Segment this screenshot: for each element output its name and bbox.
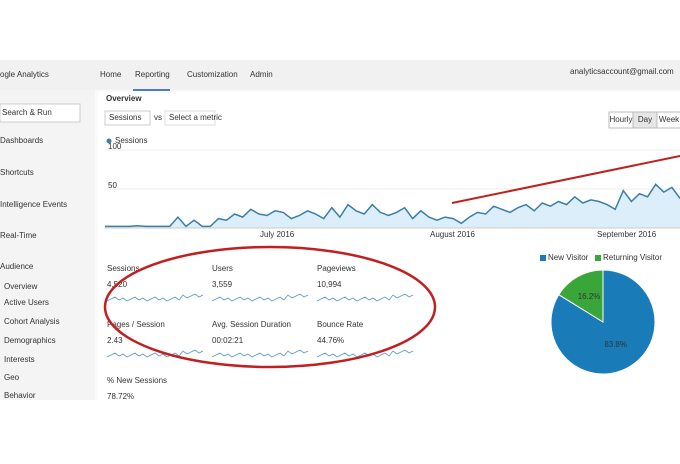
legend-label: New Visitor bbox=[548, 253, 589, 262]
metric-value: 00:02:21 bbox=[212, 336, 244, 345]
metric-label: Pageviews bbox=[317, 264, 356, 273]
search-box[interactable] bbox=[0, 103, 81, 123]
pie-label: 83.8% bbox=[604, 340, 627, 349]
sidebar-item[interactable]: Interests bbox=[4, 355, 35, 364]
search-text: Search & Run bbox=[2, 108, 52, 117]
sidebar-item[interactable]: Behavior bbox=[4, 391, 36, 400]
sessions-line bbox=[105, 183, 680, 228]
sidebar-item[interactable]: Real-Time bbox=[0, 231, 37, 240]
annotation-ellipse bbox=[103, 245, 437, 369]
legend-swatch bbox=[540, 255, 546, 261]
sparkline bbox=[211, 293, 309, 302]
metric-value: 78.72% bbox=[107, 392, 134, 401]
sparkline bbox=[316, 293, 414, 302]
metric-label: % New Sessions bbox=[107, 376, 167, 385]
annotation-line bbox=[451, 155, 680, 204]
metric-select[interactable] bbox=[104, 110, 151, 126]
nav-item[interactable]: Reporting bbox=[135, 70, 170, 79]
sidebar-item[interactable]: Active Users bbox=[4, 298, 49, 307]
sidebar-item[interactable]: Shortcuts bbox=[0, 168, 34, 177]
sparkline bbox=[106, 349, 204, 358]
metric-label: Avg. Session Duration bbox=[212, 320, 291, 329]
pie-label: 16.2% bbox=[578, 292, 601, 301]
sidebar-item[interactable]: Audience bbox=[0, 262, 34, 271]
period-button-label: Week bbox=[659, 115, 680, 124]
metric-value: 10,994 bbox=[317, 280, 342, 289]
compare-select[interactable] bbox=[164, 110, 216, 126]
y-tick-label: 50 bbox=[108, 181, 117, 190]
sidebar-item[interactable]: Dashboards bbox=[0, 136, 43, 145]
legend-label: Sessions bbox=[115, 136, 147, 145]
sparkline bbox=[316, 349, 414, 358]
sidebar bbox=[0, 90, 95, 400]
sidebar-item[interactable]: Geo bbox=[4, 373, 20, 382]
pie-slice bbox=[550, 269, 656, 375]
metric-value: 3,559 bbox=[212, 280, 233, 289]
metric-label: Bounce Rate bbox=[317, 320, 364, 329]
legend-label: Returning Visitor bbox=[603, 253, 662, 262]
account: analyticsaccount@gmail.com bbox=[570, 67, 674, 76]
period-button-label: Day bbox=[638, 115, 652, 124]
vs-text: vs bbox=[154, 113, 162, 122]
period-button[interactable] bbox=[656, 111, 680, 129]
legend-swatch bbox=[595, 255, 601, 261]
sidebar-item[interactable]: Cohort Analysis bbox=[4, 317, 60, 326]
x-tick-label: September 2016 bbox=[597, 230, 657, 239]
sidebar-item[interactable]: Overview bbox=[4, 282, 38, 291]
metric-select-text: Sessions bbox=[109, 113, 141, 122]
metric-value: 2.43 bbox=[107, 336, 123, 345]
y-tick-label: 100 bbox=[108, 142, 122, 151]
metric-label: Pages / Session bbox=[107, 320, 165, 329]
sessions-area bbox=[105, 184, 680, 228]
nav-item[interactable]: Home bbox=[100, 70, 122, 79]
compare-text: Select a metric bbox=[169, 113, 222, 122]
nav-item[interactable]: Admin bbox=[250, 70, 273, 79]
page-title: Overview bbox=[106, 94, 142, 103]
sparkline bbox=[211, 349, 309, 358]
sparkline bbox=[106, 293, 204, 302]
metric-label: Sessions bbox=[107, 264, 139, 273]
logo: ogle Analytics bbox=[0, 70, 49, 79]
pie-slice bbox=[558, 269, 604, 323]
x-tick-label: July 2016 bbox=[260, 230, 295, 239]
x-tick-label: August 2016 bbox=[430, 230, 475, 239]
nav-item[interactable]: Customization bbox=[187, 70, 238, 79]
sidebar-item[interactable]: Intelligence Events bbox=[0, 200, 67, 209]
period-button-label: Hourly bbox=[609, 115, 632, 124]
legend-dot bbox=[106, 138, 112, 144]
metric-label: Users bbox=[212, 264, 233, 273]
metric-value: 44.76% bbox=[317, 336, 344, 345]
top-bar bbox=[0, 60, 680, 90]
sidebar-item[interactable]: Demographics bbox=[4, 336, 56, 345]
